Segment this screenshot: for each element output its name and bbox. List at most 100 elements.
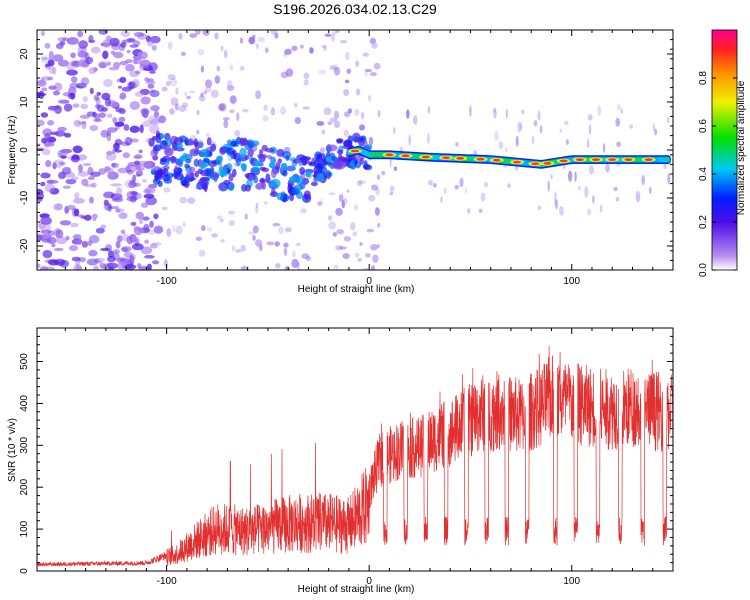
spectrogram-blob (104, 97, 111, 107)
spectrogram-blob (106, 61, 111, 66)
spectrogram-blob (232, 149, 237, 160)
spectrogram-blob (117, 85, 123, 89)
spectrogram-blob (140, 96, 151, 105)
spectrogram-blob (93, 94, 99, 101)
spectrogram-blob (305, 256, 312, 261)
spectrogram-blob (142, 120, 152, 128)
spectrogram-blob (52, 67, 57, 75)
spectrogram-blob (144, 77, 150, 82)
spectrogram-blob (74, 208, 80, 217)
spectrogram-blob (218, 103, 225, 111)
spectrogram-blob (140, 246, 153, 255)
spectrogram-blob (153, 144, 162, 152)
spectrogram-blob (157, 180, 163, 187)
spectrogram-blob (44, 183, 56, 193)
spectrogram-blob (139, 124, 144, 134)
spectrogram-blob (78, 164, 83, 173)
spectrogram-blob (317, 158, 324, 164)
spectrogram-blob (40, 77, 45, 84)
spectrogram-blob (52, 162, 57, 170)
spectrogram-blob (81, 60, 90, 68)
spectrogram-blob (62, 185, 71, 189)
spectrogram-blob (377, 174, 380, 180)
spectrogram-blob (148, 62, 158, 72)
spectrogram-blob (333, 110, 340, 120)
spectrogram-blob (592, 195, 595, 204)
colorbar-ticks: 0.0 0.2 0.4 0.6 0.8 (698, 71, 737, 277)
spectrogram-blob (328, 192, 336, 196)
spectrogram-blob (137, 160, 150, 168)
spectrogram-blob (180, 51, 186, 57)
spectrogram-blob (275, 263, 281, 269)
spectrogram-blob (253, 175, 259, 184)
spectrogram-blob (77, 171, 90, 177)
spectrogram-blob (244, 145, 253, 151)
spectrogram-blob (354, 136, 361, 143)
colorbar-tick-label: 0.0 (698, 263, 709, 277)
spectrogram-blob (211, 233, 218, 238)
spectrogram-blob (274, 241, 280, 247)
spectrogram-blob (427, 106, 431, 114)
spectrogram-blob (158, 115, 166, 124)
spectrogram-blob (132, 174, 137, 183)
spectrogram-blob (118, 212, 128, 219)
spectrogram-blob (64, 132, 72, 138)
spectrogram-blob (126, 81, 137, 90)
spectrogram-blob (299, 44, 304, 49)
spectrogram-blob (53, 82, 63, 92)
spectrogram-blob (354, 204, 359, 211)
spectrogram-blob (149, 70, 156, 74)
spectrogram-blob (40, 216, 52, 225)
spectrogram-blob (605, 163, 610, 173)
spectrogram-blob (112, 249, 120, 254)
spectrogram-blob (515, 135, 519, 147)
spectrogram-xlabel: Height of straight line (km) (298, 284, 415, 295)
spectrogram-blob (368, 136, 374, 146)
spectrogram-blob (270, 178, 281, 189)
spectrogram-blob (179, 196, 188, 204)
spectrogram-blob (106, 127, 118, 133)
spectrogram-blob (88, 235, 100, 244)
spectrogram-blob (178, 33, 183, 40)
spectrogram-blob (137, 33, 148, 40)
spectrogram-blob (90, 46, 101, 54)
spectrogram-blob (110, 50, 116, 55)
spectrogram-blob (42, 249, 53, 259)
spectrogram-blob (339, 246, 347, 250)
spectrogram-blob (143, 193, 155, 199)
spectrogram-blob (40, 30, 46, 37)
spectrogram-blob (77, 50, 88, 58)
spectrogram-blob (165, 80, 172, 87)
colorbar-tick-label: 0.2 (698, 215, 709, 229)
spectrogram-blob (240, 163, 247, 170)
spectrogram-blob (178, 105, 187, 112)
spectrogram-blob (107, 171, 119, 180)
spectrogram-blob (507, 183, 511, 188)
spectrogram-blob (298, 161, 303, 166)
spectrogram-blob (159, 157, 168, 162)
spectrogram-blob (82, 96, 89, 102)
spectrogram-blob (185, 171, 193, 179)
spectrogram-blob (263, 104, 268, 111)
spectrogram-blob (283, 247, 288, 256)
spectrogram-blob (555, 199, 559, 210)
spectrogram-blob (70, 155, 81, 163)
spectrogram-blob (177, 143, 184, 149)
spectrogram-blob (149, 35, 161, 44)
spectrogram-blob (377, 110, 381, 118)
spectrogram-blob (393, 166, 398, 171)
spectrogram-blob (98, 62, 107, 69)
spectrogram-blob (354, 108, 360, 116)
spectrogram-blob (343, 89, 350, 96)
spectrogram-blob (216, 65, 221, 72)
spectrogram-blob (146, 80, 156, 85)
spectrogram-blob (220, 239, 225, 243)
spectrogram-blob (667, 116, 670, 124)
spectrogram-blob (117, 235, 123, 243)
spectrogram-blob (126, 49, 131, 54)
spectrogram-blob (370, 265, 376, 270)
spectrogram-xtick-label: -100 (157, 276, 177, 287)
spectrogram-blob (55, 43, 64, 50)
spectrogram-blob (57, 59, 70, 67)
spectrogram-blob (89, 87, 94, 95)
